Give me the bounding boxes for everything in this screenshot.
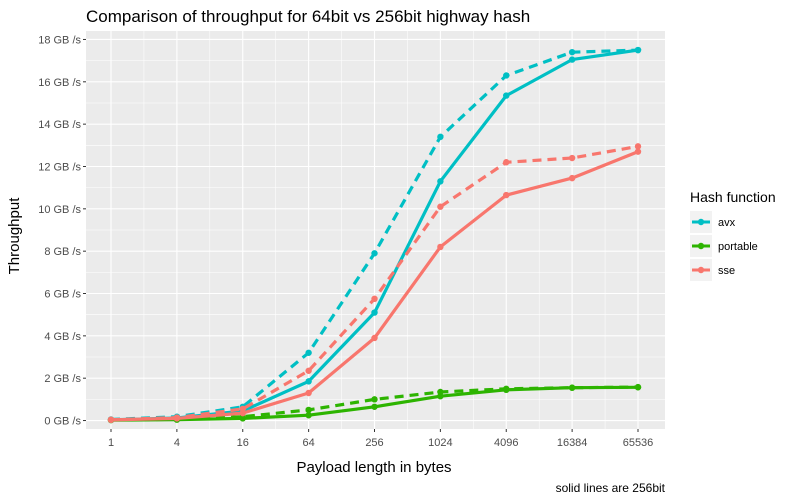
- legend-title: Hash function: [690, 189, 776, 205]
- legend: Hash function avx portable sse: [690, 189, 776, 281]
- data-point: [305, 378, 312, 385]
- x-tick-label: 1024: [428, 437, 452, 449]
- data-point: [568, 48, 576, 56]
- data-point: [568, 56, 576, 63]
- data-point: [568, 384, 576, 391]
- legend-point: [697, 242, 705, 250]
- x-tick-label: 4096: [494, 437, 518, 449]
- chart-caption: solid lines are 256bit: [556, 481, 666, 495]
- data-point: [371, 295, 378, 303]
- y-tick-label: 12 GB /s: [38, 161, 81, 173]
- x-tick-label: 1: [108, 437, 114, 449]
- x-axis-title: Payload length in bytes: [296, 459, 451, 476]
- data-point: [634, 46, 642, 54]
- legend-item-portable: portable: [690, 235, 758, 257]
- data-point: [305, 367, 312, 374]
- data-point: [305, 349, 312, 356]
- data-point: [305, 389, 312, 397]
- data-point: [437, 133, 444, 141]
- legend-label: portable: [718, 241, 758, 253]
- y-tick-label: 6 GB /s: [44, 289, 81, 301]
- data-point: [305, 412, 312, 419]
- x-tick-label: 4: [174, 437, 180, 449]
- data-point: [503, 191, 510, 199]
- data-point: [503, 159, 510, 166]
- data-point: [437, 203, 444, 210]
- legend-item-sse: sse: [690, 259, 735, 281]
- y-tick-label: 4 GB /s: [44, 331, 81, 343]
- y-tick-label: 10 GB /s: [38, 204, 81, 216]
- data-point: [371, 309, 378, 316]
- data-point: [437, 178, 444, 185]
- legend-item-avx: avx: [690, 211, 736, 233]
- series-lines: [107, 46, 642, 424]
- data-point: [239, 405, 246, 413]
- x-tick-label: 64: [303, 437, 315, 449]
- plot-panel: [86, 31, 665, 429]
- data-point: [437, 243, 444, 251]
- data-point: [371, 396, 378, 403]
- series-sse-64bit: [107, 143, 642, 423]
- y-axis: 0 GB /s 2 GB /s 4 GB /s 6 GB /s 8 GB /s 10 GB…: [38, 34, 86, 428]
- y-tick-label: 14 GB /s: [38, 119, 81, 131]
- chart-title: Comparison of throughput for 64bit vs 25…: [86, 7, 530, 26]
- data-point: [107, 416, 115, 423]
- data-point: [371, 334, 378, 342]
- data-point: [173, 414, 181, 421]
- data-point: [371, 403, 378, 410]
- x-tick-label: 256: [365, 437, 383, 449]
- y-tick-label: 16 GB /s: [38, 77, 81, 89]
- data-point: [503, 385, 510, 392]
- x-tick-label: 16: [237, 437, 249, 449]
- y-tick-label: 8 GB /s: [44, 246, 81, 258]
- data-point: [371, 250, 378, 257]
- data-point: [568, 174, 576, 182]
- data-point: [437, 388, 444, 396]
- series-line: [110, 385, 639, 422]
- data-point: [503, 92, 510, 99]
- y-tick-label: 2 GB /s: [44, 373, 81, 385]
- y-axis-title: Throughput: [6, 197, 23, 275]
- y-tick-label: 0 GB /s: [44, 416, 81, 428]
- data-point: [634, 143, 642, 150]
- x-tick-label: 65536: [623, 437, 654, 449]
- legend-point: [697, 266, 705, 274]
- data-point: [305, 406, 312, 414]
- y-tick-label: 18 GB /s: [38, 34, 81, 46]
- data-point: [634, 148, 642, 155]
- legend-point: [697, 218, 705, 226]
- x-tick-label: 16384: [557, 437, 588, 449]
- data-point: [634, 383, 642, 391]
- data-point: [568, 154, 576, 162]
- data-point: [503, 72, 510, 79]
- x-axis: 1 4 16 64 256 1024 4096 16384 65536: [108, 429, 653, 449]
- legend-label: avx: [718, 217, 736, 229]
- legend-label: sse: [718, 265, 735, 277]
